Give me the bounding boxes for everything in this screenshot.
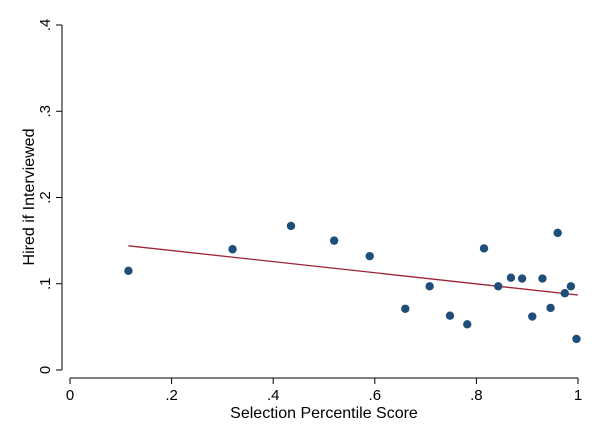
x-tick-label: .4 xyxy=(267,387,280,404)
y-axis-title: Hired if Interviewed xyxy=(21,129,38,266)
y-tick-label: .2 xyxy=(37,191,54,204)
x-tick-label: .6 xyxy=(369,387,382,404)
scatter-point xyxy=(124,266,133,276)
x-tick-label: .2 xyxy=(165,387,178,404)
scatter-point xyxy=(365,251,374,261)
scatter-point xyxy=(528,312,537,321)
scatter-point xyxy=(228,245,237,254)
y-tick-label: .3 xyxy=(37,105,54,118)
scatter-point xyxy=(538,274,547,283)
scatter-point xyxy=(463,320,472,329)
scatter-point xyxy=(553,228,562,238)
scatter-point xyxy=(445,311,455,320)
y-tick-label: .1 xyxy=(37,277,54,290)
scatter-point xyxy=(425,282,434,291)
x-tick-label: 1 xyxy=(574,387,582,404)
scatter-point xyxy=(517,274,527,283)
x-tick-label: .8 xyxy=(470,387,483,404)
scatter-point xyxy=(329,236,339,245)
scatter-point xyxy=(479,244,489,253)
scatter-point xyxy=(401,304,410,313)
y-tick-label: 0 xyxy=(37,366,54,374)
scatter-point xyxy=(546,303,555,313)
scatter-point xyxy=(572,334,581,344)
axes: 0 .2 .4 .6 .8 1 0 .1 .2 .3 .4 xyxy=(37,19,582,404)
scatter-point xyxy=(566,282,576,291)
scatter-point xyxy=(506,273,516,282)
x-tick-label: 0 xyxy=(66,387,74,404)
y-tick-label: .4 xyxy=(37,19,54,32)
fit-line xyxy=(128,245,579,296)
scatter-point xyxy=(494,282,503,291)
scatter-point xyxy=(286,221,296,231)
plot-area xyxy=(124,221,581,344)
scatter-point xyxy=(560,289,569,298)
x-axis-title: Selection Percentile Score xyxy=(230,405,418,422)
